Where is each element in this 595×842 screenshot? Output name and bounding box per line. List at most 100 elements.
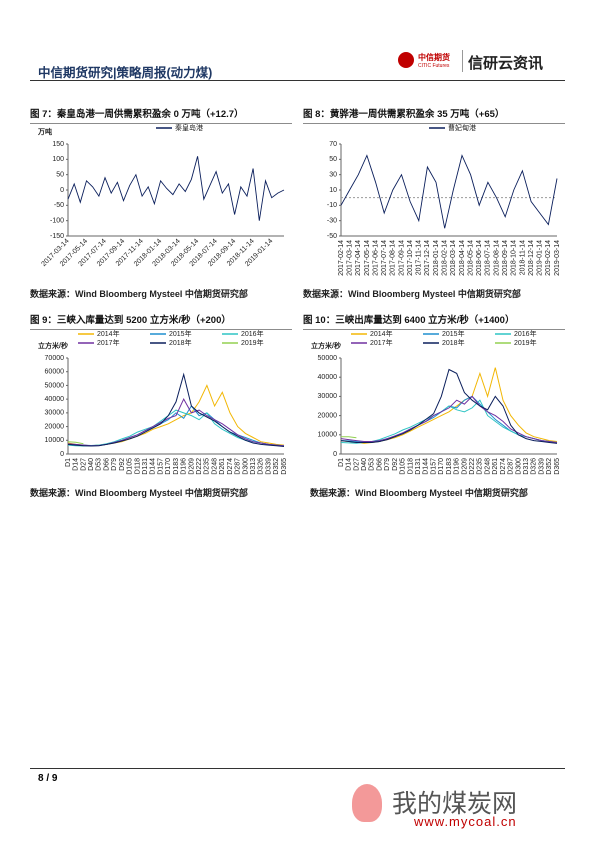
x-tick-label: D79: [384, 458, 391, 471]
figure-source: 数据来源：Wind Bloomberg Mysteel 中信期货研究部: [310, 488, 528, 498]
x-tick-label: 2018-04-14: [459, 240, 466, 276]
x-tick-label: D79: [111, 458, 118, 471]
x-tick-label: 2018-09-14: [502, 240, 509, 276]
x-tick-label: D170: [438, 458, 445, 475]
x-tick-label: D261: [219, 458, 226, 475]
x-tick-label: D300: [515, 458, 522, 475]
y-tick-label: 0: [60, 187, 64, 194]
x-tick-label: D339: [538, 458, 545, 475]
x-tick-label: D131: [415, 458, 422, 475]
x-tick-label: D235: [204, 458, 211, 475]
x-tick-label: 2018-10-14: [511, 240, 518, 276]
x-tick-label: D235: [477, 458, 484, 475]
x-tick-label: D326: [258, 458, 265, 475]
logo-cn: 中信期货: [418, 53, 450, 62]
x-tick-label: D248: [484, 458, 491, 475]
x-tick-label: 2018-11-14: [519, 240, 526, 275]
series-line: [340, 395, 558, 443]
x-tick-label: D365: [554, 458, 561, 475]
x-tick-label: D287: [508, 458, 515, 475]
y-tick-label: -30: [327, 218, 337, 225]
x-tick-label: D326: [531, 458, 538, 475]
y-tick-label: 50000: [45, 382, 65, 389]
x-tick-label: D274: [500, 458, 507, 475]
brand: 信研云资讯: [468, 55, 544, 72]
y-tick-label: 10000: [318, 432, 338, 439]
legend-label: 2019年: [514, 338, 537, 347]
legend-label: 2019年: [241, 338, 264, 347]
x-tick-label: 2018-06-14: [476, 240, 483, 276]
header-title: 中信期货研究|策略周报(动力煤): [38, 66, 213, 80]
x-tick-label: D196: [181, 458, 188, 475]
x-tick-label: D40: [88, 458, 95, 471]
series-line: [67, 156, 285, 221]
legend-label: 2014年: [370, 329, 393, 338]
legend-label: 2017年: [97, 338, 120, 347]
x-tick-label: 2017-03-14: [346, 240, 353, 276]
x-tick-label: 2017-04-14: [355, 240, 362, 276]
legend-label: 2018年: [169, 338, 192, 347]
x-tick-label: D14: [346, 458, 353, 471]
y-tick-label: 40000: [45, 396, 65, 403]
watermark-url: www.mycoal.cn: [414, 814, 517, 829]
watermark-flame: [352, 784, 382, 822]
x-tick-label: D183: [446, 458, 453, 475]
logo-divider: [462, 50, 463, 72]
legend-label: 秦皇岛港: [175, 123, 203, 132]
series-line: [341, 436, 357, 439]
y-tick-label: 30000: [318, 393, 338, 400]
y-tick-label: 60000: [45, 369, 65, 376]
x-tick-label: 2018-02-14: [442, 240, 449, 276]
x-tick-label: D222: [469, 458, 476, 475]
watermark-text: 我的煤炭网: [392, 790, 518, 818]
x-tick-label: D118: [134, 458, 141, 474]
x-tick-label: D313: [523, 458, 530, 475]
y-tick-label: 50: [329, 156, 337, 163]
series-line: [340, 368, 558, 444]
x-tick-label: D53: [369, 458, 376, 471]
x-tick-label: D300: [242, 458, 249, 475]
legend-label: 曹妃甸港: [448, 123, 476, 132]
series-line: [340, 154, 558, 229]
x-tick-label: D196: [454, 458, 461, 475]
y-tick-label: -10: [327, 202, 337, 209]
x-tick-label: D183: [173, 458, 180, 475]
legend-label: 2017年: [370, 338, 393, 347]
x-tick-label: D14: [73, 458, 80, 471]
x-tick-label: 2017-09-14: [398, 240, 405, 276]
y-tick-label: 70000: [45, 355, 65, 362]
x-tick-label: D1: [65, 458, 72, 467]
x-tick-label: D27: [80, 458, 87, 471]
y-tick-label: 20000: [45, 423, 65, 430]
legend-label: 2015年: [169, 329, 192, 338]
figure-caption: 图 8：黄骅港一周供需累积盈余 35 万吨（+65）: [303, 106, 565, 124]
figure-source: 数据来源：Wind Bloomberg Mysteel 中信期货研究部: [30, 488, 248, 498]
y-tick-label: -150: [50, 233, 64, 240]
y-tick-label: 150: [52, 141, 64, 148]
x-tick-label: D144: [423, 458, 430, 475]
x-tick-label: 2017-02-14: [338, 240, 345, 276]
x-tick-label: D105: [400, 458, 407, 475]
x-tick-label: D352: [273, 458, 280, 475]
y-tick-label: 30: [329, 172, 337, 179]
x-tick-label: 2017-06-14: [372, 240, 379, 276]
x-tick-label: D131: [142, 458, 149, 475]
figure-caption: 图 9：三峡入库量达到 5200 立方米/秒（+200）: [30, 312, 292, 330]
y-tick-label: -50: [54, 202, 64, 209]
x-tick-label: 2018-07-14: [485, 240, 492, 276]
x-tick-label: D105: [127, 458, 134, 475]
series-line: [67, 441, 84, 445]
x-tick-label: D261: [492, 458, 499, 475]
chart: 0 10000 20000 30000 40000 50000 60000 70000 立方米/…: [38, 329, 288, 475]
x-tick-label: D157: [157, 458, 164, 475]
y-axis-label: 立方米/秒: [38, 341, 68, 350]
series-line: [67, 398, 285, 447]
y-tick-label: 50000: [318, 355, 338, 362]
x-tick-label: 2019-02-14: [545, 240, 552, 276]
y-tick-label: 0: [60, 451, 64, 458]
legend-label: 2016年: [241, 329, 264, 338]
x-tick-label: 2017-08-14: [390, 240, 397, 276]
x-tick-label: 2017-05-14: [364, 240, 371, 276]
x-tick-label: 2018-08-14: [493, 240, 500, 276]
